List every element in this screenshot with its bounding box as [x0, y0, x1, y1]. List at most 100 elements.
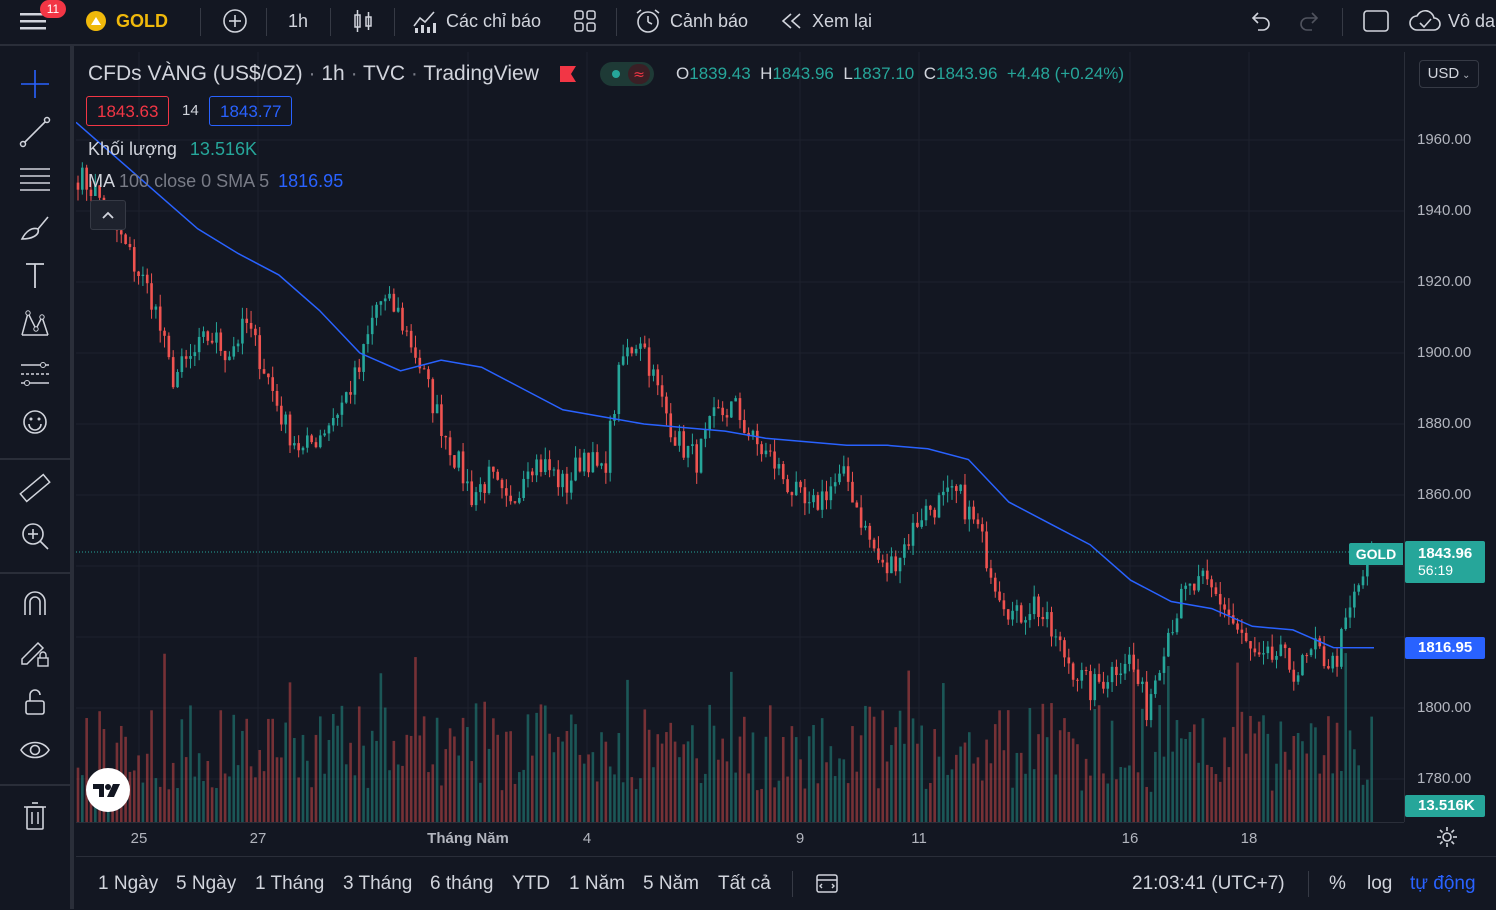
price-tick-label: 1860.00: [1417, 486, 1472, 503]
lock-all-tool[interactable]: [16, 684, 54, 720]
collapse-legend-button[interactable]: [90, 200, 126, 230]
crosshair-tool[interactable]: [16, 66, 54, 102]
range-6m[interactable]: 6 tháng: [430, 873, 494, 894]
candle-body: [764, 450, 768, 455]
candle-body: [119, 230, 123, 235]
layouts-button[interactable]: [572, 0, 598, 42]
candle-body: [608, 420, 612, 473]
candle-body: [1361, 576, 1365, 586]
undo-button[interactable]: [1248, 0, 1272, 42]
symbol-legend[interactable]: CFDs VÀNG (US$/OZ) · 1h · TVC · TradingV…: [88, 62, 539, 85]
volume-bar: [470, 761, 474, 822]
candle-body: [1201, 570, 1205, 577]
price-scale[interactable]: USD ⌄: [1404, 52, 1496, 822]
chart-pane[interactable]: [75, 52, 1404, 822]
candle-body: [1305, 655, 1309, 657]
log-toggle[interactable]: log: [1367, 873, 1393, 894]
open-value: 1839.43: [689, 64, 751, 83]
candle-body: [310, 435, 313, 443]
chart-type-button[interactable]: [352, 0, 374, 42]
volume-bar: [1366, 779, 1369, 822]
range-5y[interactable]: 5 Năm: [643, 873, 699, 894]
candle-body: [137, 271, 140, 277]
range-1d[interactable]: 1 Ngày: [98, 873, 159, 894]
chart-settings-button[interactable]: [1436, 826, 1458, 853]
candle-body: [132, 247, 136, 272]
remove-drawings-tool[interactable]: [16, 798, 54, 834]
buy-price-button[interactable]: 1843.77: [209, 96, 293, 126]
text-tool[interactable]: [16, 258, 54, 294]
volume-bar: [665, 732, 668, 822]
redo-button[interactable]: [1298, 0, 1322, 42]
currency-selector[interactable]: USD ⌄: [1419, 60, 1479, 88]
clock-timezone[interactable]: 21:03:41 (UTC+7): [1132, 873, 1285, 894]
interval-button[interactable]: 1h: [288, 10, 309, 31]
candle-body: [1283, 644, 1287, 649]
undo-icon: [1251, 12, 1270, 31]
candle-body: [405, 330, 409, 332]
symbol-search-button[interactable]: GOLD: [86, 0, 168, 42]
zoom-in-icon: [22, 523, 49, 550]
ma-legend[interactable]: MA 100 close 0 SMA 5 1816.95: [88, 171, 343, 192]
volume-bar: [1279, 721, 1283, 822]
magnet-tool[interactable]: [16, 586, 54, 622]
replay-button[interactable]: Xem lại: [780, 0, 872, 42]
pattern-tool[interactable]: [16, 306, 54, 342]
fib-tool[interactable]: [16, 162, 54, 198]
volume-bar: [894, 727, 898, 822]
volume-bar: [1301, 741, 1304, 822]
volume-bar: [176, 788, 179, 822]
prediction-tool[interactable]: [16, 356, 54, 392]
tradingview-logo[interactable]: [86, 768, 130, 812]
volume-bar: [976, 757, 980, 822]
measure-tool[interactable]: [16, 470, 54, 506]
volume-bar: [846, 783, 850, 822]
candle-body: [652, 369, 655, 376]
range-1m[interactable]: 1 Tháng: [255, 873, 325, 894]
brush-tool[interactable]: [16, 210, 54, 246]
go-to-date-button[interactable]: [814, 871, 840, 900]
candle-body: [872, 539, 876, 549]
alert-button[interactable]: Cảnh báo: [634, 0, 748, 42]
indicators-button[interactable]: Các chỉ báo: [412, 0, 541, 42]
percent-toggle[interactable]: %: [1329, 873, 1346, 894]
candle-body: [1158, 672, 1161, 681]
auto-scale-toggle[interactable]: tự động: [1410, 873, 1476, 894]
save-layout-button[interactable]: Vô da: [1408, 0, 1495, 42]
volume-bar: [829, 746, 833, 822]
volume-bar: [396, 764, 400, 822]
volume-bar: [1154, 751, 1157, 822]
candle-body: [1296, 675, 1300, 682]
market-status-pill[interactable]: ≈: [600, 62, 654, 86]
candle-body: [985, 531, 988, 569]
price-chart[interactable]: [75, 52, 1404, 822]
compare-button[interactable]: [222, 0, 248, 42]
menu-button[interactable]: [20, 0, 48, 42]
sell-price-button[interactable]: 1843.63: [86, 96, 170, 126]
volume-bar: [574, 724, 577, 822]
time-scale[interactable]: [76, 822, 1404, 857]
volume-bar: [414, 657, 417, 822]
volume-legend[interactable]: Khối lượng 13.516K: [88, 139, 257, 160]
zoom-tool[interactable]: [16, 518, 54, 554]
hide-tool[interactable]: [16, 732, 54, 768]
volume-bar: [474, 703, 478, 822]
volume-bar: [872, 716, 876, 822]
volume-bar: [215, 788, 218, 822]
icon-tool[interactable]: [16, 404, 54, 440]
low-value: 1837.10: [852, 64, 915, 83]
trendline-tool[interactable]: [16, 114, 54, 150]
volume-bar: [699, 783, 703, 822]
range-3m[interactable]: 3 Tháng: [343, 873, 413, 894]
range-5d[interactable]: 5 Ngày: [176, 873, 237, 894]
volume-bar: [344, 764, 348, 822]
range-1y[interactable]: 1 Năm: [569, 873, 625, 894]
fullscreen-button[interactable]: [1362, 0, 1390, 42]
candle-body: [704, 429, 707, 439]
range-ytd[interactable]: YTD: [512, 873, 550, 894]
volume-bar: [1270, 790, 1274, 822]
lock-drawing-tool[interactable]: [16, 634, 54, 670]
candle-body: [1093, 674, 1097, 701]
range-all[interactable]: Tất cả: [718, 873, 771, 894]
volume-bar: [1318, 773, 1322, 822]
